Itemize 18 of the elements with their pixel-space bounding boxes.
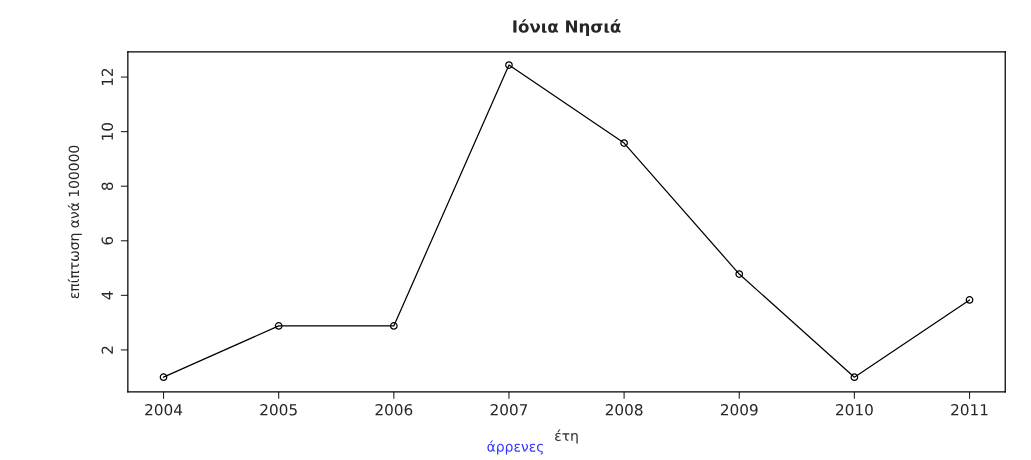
x-axis-title: έτη (555, 429, 578, 444)
y-tick-label: 4 (101, 291, 113, 300)
x-tick-label: 2005 (260, 404, 297, 416)
x-tick-label: 2010 (836, 404, 873, 416)
y-tick-label: 8 (101, 182, 114, 191)
y-tick-label: 12 (101, 68, 113, 86)
x-tick-label: 2009 (720, 404, 758, 416)
y-tick-label: 10 (101, 122, 114, 140)
x-tick-label: 2008 (605, 404, 643, 416)
x-tick-label: 2006 (375, 404, 413, 416)
x-tick-label: 2004 (145, 404, 183, 416)
y-tick-label: 6 (101, 236, 114, 245)
x-tick-label: 2007 (490, 404, 528, 416)
y-axis-title: επίπτωση ανά 100000 (67, 145, 82, 299)
x-tick-label: 2011 (951, 404, 988, 416)
text: άρρενες (487, 440, 543, 455)
y-tick-label: 2 (101, 346, 113, 354)
chart-title: Ιόνια Νησιά (513, 19, 621, 36)
